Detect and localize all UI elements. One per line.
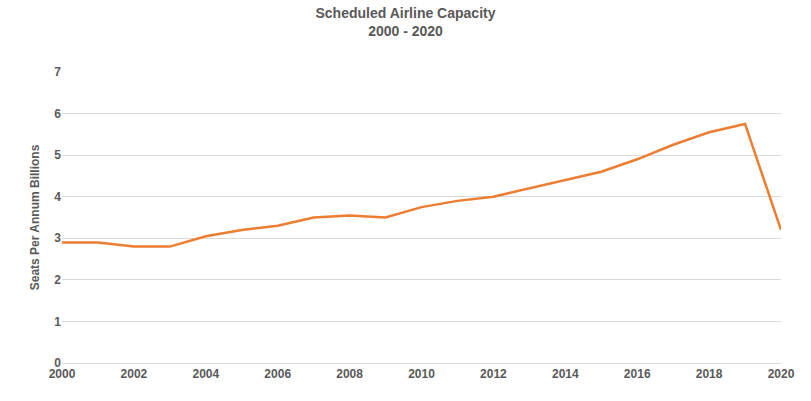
svg-text:2016: 2016 (624, 367, 651, 381)
svg-text:2018: 2018 (696, 367, 723, 381)
svg-text:2002: 2002 (121, 367, 148, 381)
svg-text:2006: 2006 (264, 367, 291, 381)
svg-text:Scheduled Airline Capacity2000: Scheduled Airline Capacity2000 - 2020 (316, 5, 496, 39)
svg-text:2020: 2020 (768, 367, 795, 381)
svg-text:2004: 2004 (192, 367, 219, 381)
svg-text:2008: 2008 (336, 367, 363, 381)
svg-text:2012: 2012 (480, 367, 507, 381)
svg-text:2014: 2014 (552, 367, 579, 381)
svg-text:0: 0 (54, 356, 61, 370)
svg-text:3: 3 (54, 231, 61, 245)
svg-text:7: 7 (54, 65, 61, 79)
svg-text:5: 5 (54, 148, 61, 162)
svg-text:2000: 2000 (49, 367, 76, 381)
svg-text:6: 6 (54, 107, 61, 121)
svg-text:2: 2 (54, 273, 61, 287)
svg-text:2010: 2010 (408, 367, 435, 381)
svg-text:1: 1 (54, 315, 61, 329)
svg-text:Seats Per Annum Billions: Seats Per Annum Billions (28, 144, 42, 290)
svg-text:4: 4 (54, 190, 61, 204)
